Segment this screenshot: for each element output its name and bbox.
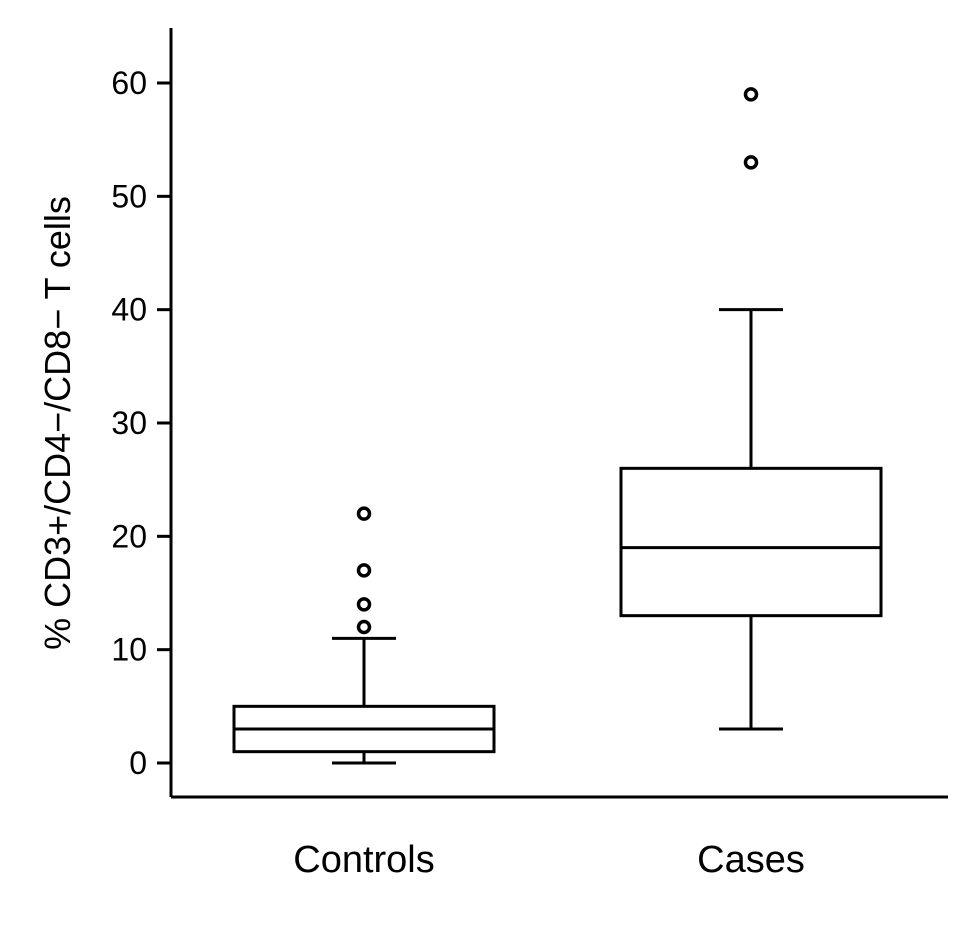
boxes [232,87,883,765]
outlier-point [356,563,372,578]
outlier-point [743,87,759,102]
box-group-controls [232,506,496,765]
y-axis-label: % CD3+/CD4−/CD8− T cells [37,196,78,650]
y-ticks: 0 10 20 30 40 50 60 [111,65,171,781]
y-tick-label: 50 [111,178,147,214]
y-tick-label: 30 [111,405,147,441]
y-tick-label: 10 [111,632,147,668]
x-tick-label-controls: Controls [293,839,435,881]
x-tick-labels: Controls Cases [293,839,805,881]
y-tick-label: 0 [129,745,147,781]
y-tick-label: 40 [111,292,147,328]
outlier-point [356,597,372,612]
box-group-cases [619,87,883,731]
y-tick-label: 60 [111,65,147,101]
outlier-point [356,506,372,521]
outlier-point [356,619,372,635]
iqr-box [619,466,883,618]
outlier-point [743,155,759,170]
x-tick-label-cases: Cases [697,839,805,881]
y-tick-label: 20 [111,518,147,554]
